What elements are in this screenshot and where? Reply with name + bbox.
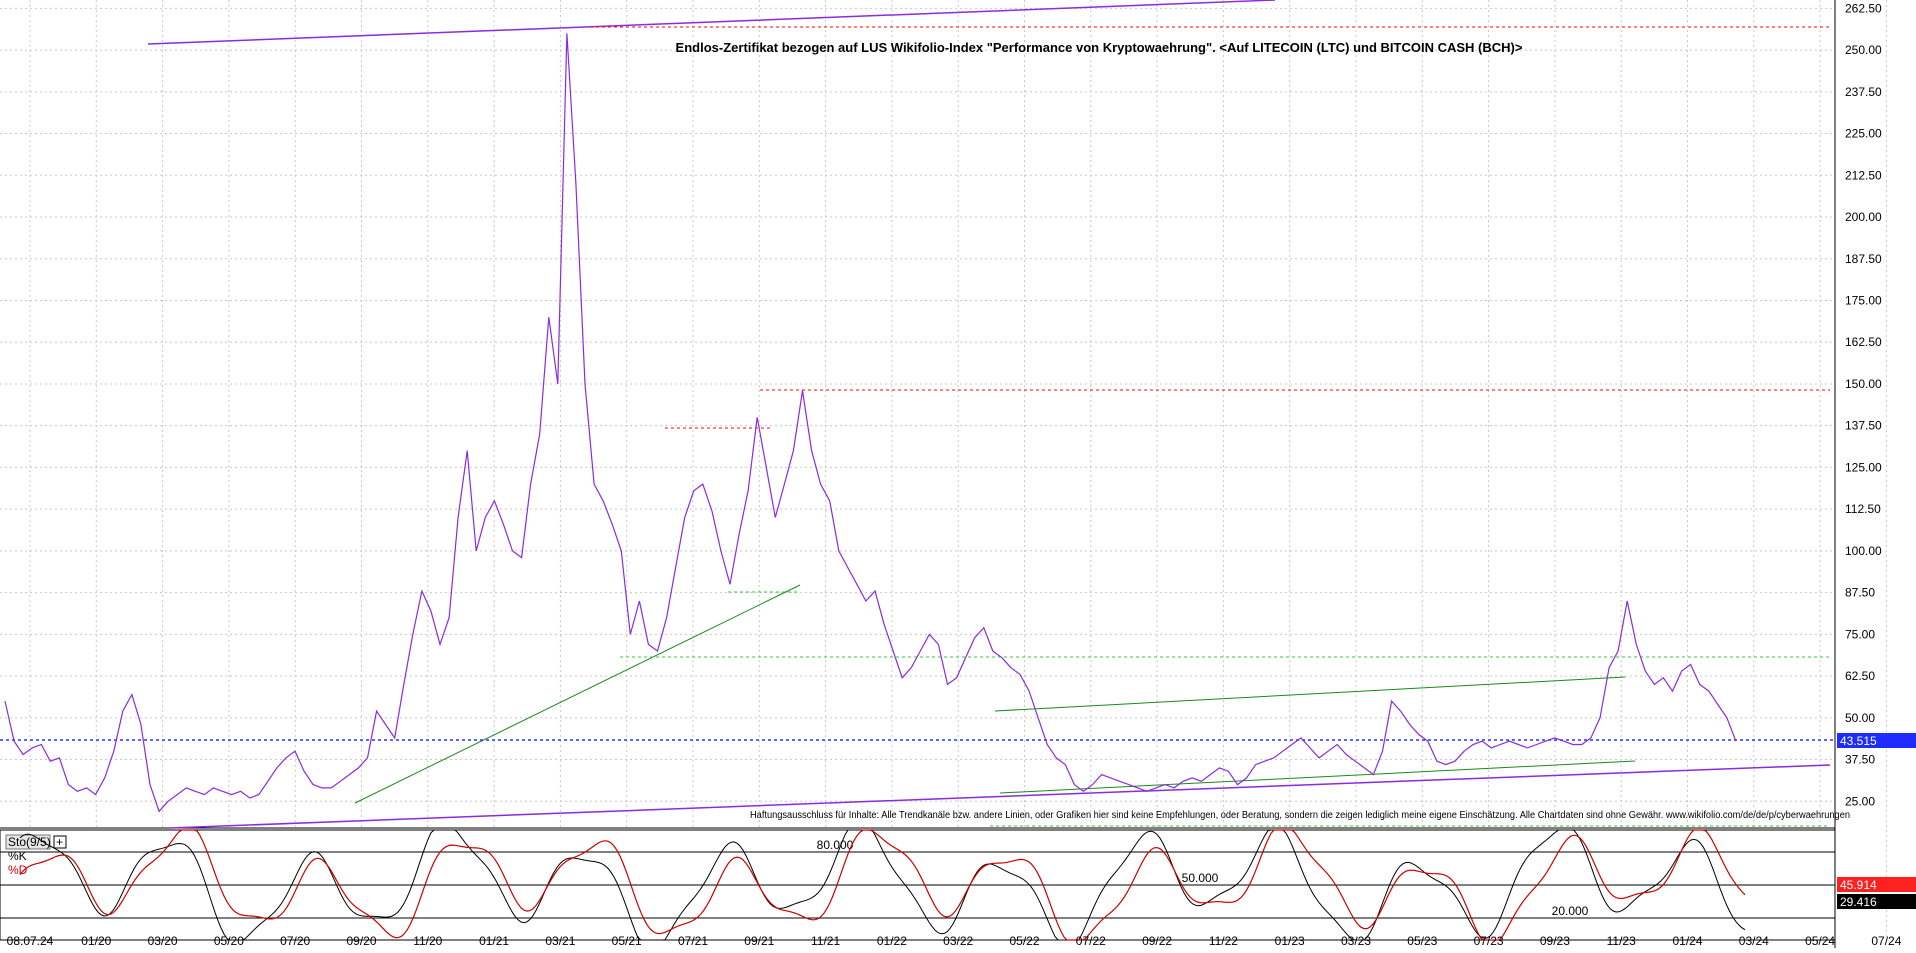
x-tick-label: 09/22 xyxy=(1142,934,1172,948)
y-tick-label: 50.00 xyxy=(1845,711,1875,725)
x-tick-label: 03/20 xyxy=(148,934,178,948)
y-tick-label: 212.50 xyxy=(1845,168,1882,182)
y-tick-label: 150.00 xyxy=(1845,377,1882,391)
y-tick-label: 262.50 xyxy=(1845,1,1882,15)
x-tick-label: 01/21 xyxy=(479,934,509,948)
trend-line xyxy=(169,764,1831,829)
x-tick-label: 01/24 xyxy=(1672,934,1702,948)
x-tick-label: 11/20 xyxy=(413,934,442,948)
y-tick-label: 175.00 xyxy=(1845,293,1882,307)
y-tick-label: 100.00 xyxy=(1845,544,1882,558)
k-label: %K xyxy=(8,849,27,863)
y-tick-label: 37.50 xyxy=(1845,753,1875,767)
chart-title: Endlos-Zertifikat bezogen auf LUS Wikifo… xyxy=(676,40,1523,55)
x-tick-label: 05/20 xyxy=(214,934,244,948)
y-tick-label: 225.00 xyxy=(1845,127,1882,141)
x-tick-label: 05/22 xyxy=(1009,934,1039,948)
y-tick-label: 250.00 xyxy=(1845,43,1882,57)
x-tick-label: 08.07.24 xyxy=(7,934,54,948)
y-tick-label: 75.00 xyxy=(1845,627,1875,641)
y-tick-label: 200.00 xyxy=(1845,210,1882,224)
x-tick-label: 03/22 xyxy=(943,934,973,948)
price-series-line xyxy=(4,33,1737,813)
last-value-text: 43.515 xyxy=(1840,734,1877,748)
trend-line xyxy=(999,760,1636,794)
d-label: %D xyxy=(8,863,28,877)
x-tick-label: 09/21 xyxy=(744,934,774,948)
d-line xyxy=(19,829,1746,941)
x-tick-label: 01/20 xyxy=(81,934,111,948)
stochastic-level-label: 50.000 xyxy=(1182,871,1219,885)
y-tick-label: 25.00 xyxy=(1845,794,1875,808)
k-line xyxy=(19,829,1746,941)
stochastic-label: Sto(9/5) xyxy=(8,835,51,849)
x-tick-label: 05/21 xyxy=(612,934,642,948)
x-tick-label: 03/24 xyxy=(1739,934,1769,948)
trend-line xyxy=(354,584,801,804)
last-value-badge: 43.515 xyxy=(1837,733,1916,748)
x-tick-label: 07/24 xyxy=(1871,934,1901,948)
y-axis: 262.50 250.00 237.50 225.00 212.50 200.00 187.… xyxy=(0,0,1882,948)
x-axis: 08.07.24 01/20 03/20 05/20 07/20 09/20 11/20 01… xyxy=(7,934,1902,948)
x-tick-label: 07/23 xyxy=(1474,934,1504,948)
x-tick-label: 07/22 xyxy=(1076,934,1106,948)
y-tick-label: 237.50 xyxy=(1845,85,1882,99)
x-tick-label: 11/22 xyxy=(1209,934,1238,948)
x-tick-label: 01/23 xyxy=(1275,934,1305,948)
y-tick-label: 125.00 xyxy=(1845,460,1882,474)
y-tick-label: 187.50 xyxy=(1845,252,1882,266)
x-tick-label: 05/23 xyxy=(1407,934,1437,948)
trend-lines xyxy=(0,0,1835,829)
trend-line xyxy=(147,0,1276,45)
x-tick-label: 11/21 xyxy=(811,934,840,948)
x-tick-label: 05/24 xyxy=(1805,934,1835,948)
y-tick-label: 62.50 xyxy=(1845,669,1875,683)
trend-line xyxy=(994,676,1626,712)
x-tick-label: 09/20 xyxy=(346,934,376,948)
y-tick-label: 137.50 xyxy=(1845,419,1882,433)
series-layer xyxy=(4,33,1737,813)
x-tick-label: 09/23 xyxy=(1540,934,1570,948)
stochastic-level-label: 20.000 xyxy=(1552,904,1589,918)
x-tick-label: 11/23 xyxy=(1607,934,1636,948)
d-last-badge xyxy=(1837,877,1916,892)
x-tick-label: 01/22 xyxy=(877,934,907,948)
x-tick-label: 03/23 xyxy=(1341,934,1371,948)
d-last-text: 45.914 xyxy=(1840,878,1877,892)
x-tick-label: 07/20 xyxy=(280,934,310,948)
stochastic-level-label: 80.000 xyxy=(817,838,854,852)
plus-icon[interactable]: + xyxy=(56,835,63,849)
expand-button[interactable] xyxy=(53,835,67,849)
y-tick-label: 112.50 xyxy=(1845,502,1881,516)
y-tick-label: 162.50 xyxy=(1845,335,1882,349)
x-tick-label: 03/21 xyxy=(545,934,575,948)
stochastic-panel: Sto(9/5) + %K %D 80.000 50.000 20.000 45.9… xyxy=(0,829,1916,941)
k-last-text: 29.416 xyxy=(1840,895,1877,909)
disclaimer: Haftungsausschluss für Inhalte: Alle Tre… xyxy=(750,810,1850,821)
k-last-badge xyxy=(1837,894,1916,909)
x-tick-label: 07/21 xyxy=(678,934,708,948)
y-tick-label: 87.50 xyxy=(1845,586,1875,600)
